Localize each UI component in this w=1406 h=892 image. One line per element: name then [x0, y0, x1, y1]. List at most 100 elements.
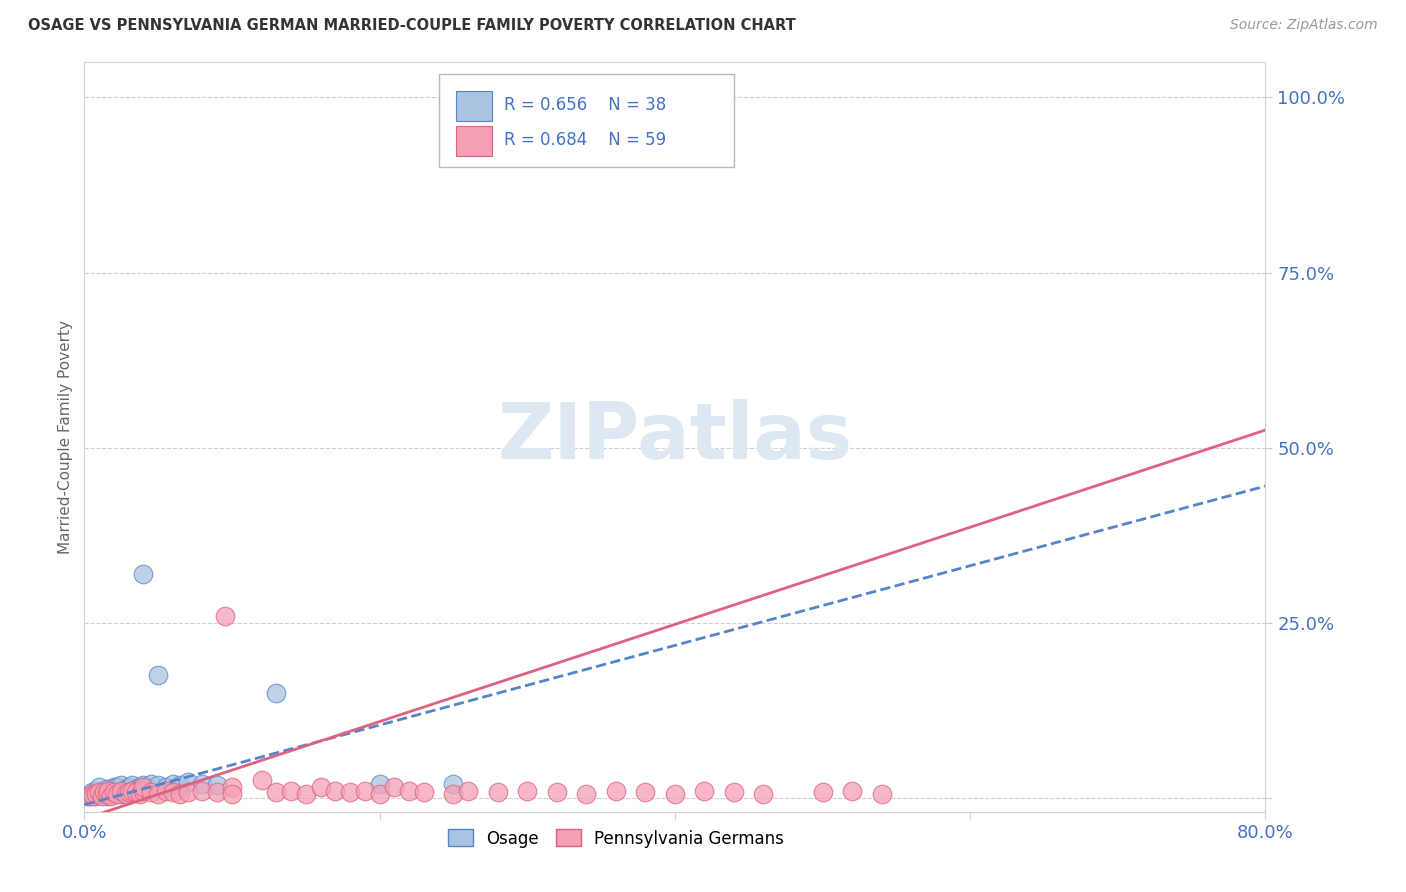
- Point: [811, 785, 834, 799]
- Point: [752, 787, 775, 801]
- Point: [221, 787, 243, 801]
- FancyBboxPatch shape: [457, 91, 492, 121]
- Point: [169, 778, 191, 792]
- Point: [125, 782, 148, 797]
- Point: [114, 787, 136, 801]
- Point: [77, 789, 100, 803]
- Point: [280, 783, 302, 797]
- Point: [100, 785, 122, 799]
- Point: [129, 787, 152, 801]
- Point: [169, 787, 191, 801]
- Point: [82, 789, 104, 803]
- Point: [118, 785, 141, 799]
- Point: [155, 783, 177, 797]
- Point: [139, 777, 162, 791]
- Point: [841, 783, 863, 797]
- Point: [118, 780, 141, 795]
- Point: [82, 787, 104, 801]
- Point: [325, 783, 347, 797]
- Point: [87, 780, 111, 795]
- Point: [84, 787, 107, 801]
- Point: [84, 783, 107, 797]
- Point: [575, 787, 598, 801]
- Point: [266, 785, 288, 799]
- FancyBboxPatch shape: [457, 126, 492, 156]
- Point: [83, 789, 105, 803]
- Point: [634, 785, 657, 799]
- Point: [103, 785, 125, 799]
- Point: [87, 787, 111, 801]
- Point: [100, 789, 122, 803]
- Point: [132, 780, 155, 795]
- Point: [96, 782, 118, 797]
- Text: R = 0.656    N = 38: R = 0.656 N = 38: [503, 96, 666, 114]
- Point: [295, 787, 318, 801]
- Point: [177, 775, 200, 789]
- Point: [91, 789, 114, 803]
- Text: ZIPatlas: ZIPatlas: [498, 399, 852, 475]
- Point: [368, 787, 391, 801]
- Point: [129, 780, 152, 795]
- Point: [207, 785, 229, 799]
- Point: [516, 783, 538, 797]
- Point: [605, 783, 627, 797]
- Point: [207, 778, 229, 792]
- Point: [162, 777, 184, 791]
- Point: [93, 785, 115, 799]
- Point: [105, 780, 128, 795]
- Point: [398, 783, 420, 797]
- Point: [693, 783, 716, 797]
- Point: [132, 783, 155, 797]
- Point: [266, 686, 288, 700]
- Point: [443, 777, 465, 791]
- Text: OSAGE VS PENNSYLVANIA GERMAN MARRIED-COUPLE FAMILY POVERTY CORRELATION CHART: OSAGE VS PENNSYLVANIA GERMAN MARRIED-COU…: [28, 18, 796, 33]
- Point: [135, 780, 157, 795]
- Point: [87, 785, 111, 799]
- Point: [96, 787, 118, 801]
- Text: Source: ZipAtlas.com: Source: ZipAtlas.com: [1230, 18, 1378, 32]
- Point: [457, 783, 479, 797]
- Point: [139, 785, 162, 799]
- Legend: Osage, Pennsylvania Germans: Osage, Pennsylvania Germans: [440, 821, 792, 855]
- Point: [110, 778, 132, 792]
- Point: [664, 787, 686, 801]
- Point: [339, 785, 361, 799]
- Point: [546, 785, 568, 799]
- Point: [105, 785, 128, 799]
- Point: [125, 785, 148, 799]
- Point: [250, 773, 273, 788]
- Point: [382, 780, 406, 795]
- Point: [105, 787, 128, 801]
- Point: [368, 777, 391, 791]
- Point: [354, 783, 377, 797]
- Point: [723, 785, 745, 799]
- Point: [132, 778, 155, 792]
- FancyBboxPatch shape: [439, 74, 734, 168]
- Point: [443, 787, 465, 801]
- Point: [110, 783, 132, 797]
- Point: [110, 787, 132, 801]
- Point: [121, 783, 143, 797]
- Point: [148, 668, 170, 682]
- Point: [191, 783, 214, 797]
- Point: [413, 785, 436, 799]
- Point: [132, 566, 155, 581]
- Point: [148, 778, 170, 792]
- Point: [870, 787, 893, 801]
- Point: [93, 787, 115, 801]
- Point: [148, 787, 170, 801]
- Point: [114, 782, 136, 797]
- Point: [162, 785, 184, 799]
- Point: [91, 785, 114, 799]
- Point: [486, 785, 509, 799]
- Text: R = 0.684    N = 59: R = 0.684 N = 59: [503, 130, 666, 149]
- Point: [191, 777, 214, 791]
- Y-axis label: Married-Couple Family Poverty: Married-Couple Family Poverty: [58, 320, 73, 554]
- Point: [155, 780, 177, 795]
- Point: [80, 785, 103, 799]
- Point: [80, 787, 103, 801]
- Point: [121, 778, 143, 792]
- Point: [214, 608, 236, 623]
- Point: [177, 785, 200, 799]
- Point: [221, 780, 243, 795]
